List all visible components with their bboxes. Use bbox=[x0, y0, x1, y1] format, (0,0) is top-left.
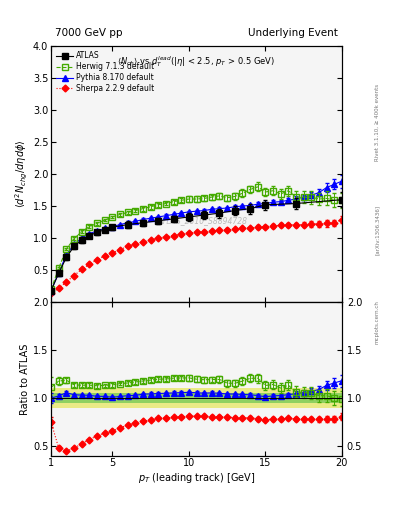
Bar bbox=[51, 389, 342, 408]
Legend: ATLAS, Herwig 7.1.3 default, Pythia 8.170 default, Sherpa 2.2.9 default: ATLAS, Herwig 7.1.3 default, Pythia 8.17… bbox=[55, 50, 156, 95]
Text: 7000 GeV pp: 7000 GeV pp bbox=[55, 28, 123, 38]
Bar bbox=[51, 393, 342, 403]
Text: $\langle N_{ch}\rangle$ vs $d_T^{lead}$($|\eta|$ < 2.5, $p_T$ > 0.5 GeV): $\langle N_{ch}\rangle$ vs $d_T^{lead}$(… bbox=[118, 54, 275, 69]
Text: ATLAS_2010_S8894728: ATLAS_2010_S8894728 bbox=[157, 216, 247, 225]
X-axis label: $p_T$ (leading track) [GeV]: $p_T$ (leading track) [GeV] bbox=[138, 471, 255, 485]
Text: [arXiv:1306.3436]: [arXiv:1306.3436] bbox=[375, 205, 380, 255]
Text: mcplots.cern.ch: mcplots.cern.ch bbox=[375, 301, 380, 345]
Y-axis label: Ratio to ATLAS: Ratio to ATLAS bbox=[20, 343, 30, 415]
Text: Rivet 3.1.10, ≥ 400k events: Rivet 3.1.10, ≥ 400k events bbox=[375, 84, 380, 161]
Text: Underlying Event: Underlying Event bbox=[248, 28, 338, 38]
Y-axis label: $\langle d^2 N_{chg}/d\eta d\phi\rangle$: $\langle d^2 N_{chg}/d\eta d\phi\rangle$ bbox=[14, 140, 30, 208]
